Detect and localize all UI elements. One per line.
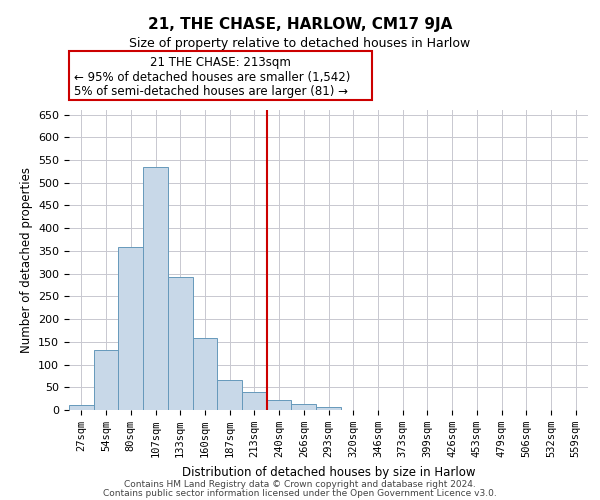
Bar [267, 400, 292, 410]
Text: Contains public sector information licensed under the Open Government Licence v3: Contains public sector information licen… [103, 489, 497, 498]
Bar [292, 404, 316, 410]
Bar [69, 406, 94, 410]
Bar [193, 338, 217, 410]
Bar [316, 408, 341, 410]
Text: 21 THE CHASE: 213sqm: 21 THE CHASE: 213sqm [150, 56, 291, 69]
Text: Contains HM Land Registry data © Crown copyright and database right 2024.: Contains HM Land Registry data © Crown c… [124, 480, 476, 489]
Bar [143, 167, 168, 410]
Y-axis label: Number of detached properties: Number of detached properties [20, 167, 32, 353]
Bar [94, 350, 118, 410]
Bar [242, 392, 267, 410]
Bar [118, 248, 143, 410]
Text: 5% of semi-detached houses are larger (81) →: 5% of semi-detached houses are larger (8… [74, 85, 348, 98]
Bar [168, 278, 193, 410]
X-axis label: Distribution of detached houses by size in Harlow: Distribution of detached houses by size … [182, 466, 475, 478]
Text: 21, THE CHASE, HARLOW, CM17 9JA: 21, THE CHASE, HARLOW, CM17 9JA [148, 18, 452, 32]
Bar [217, 380, 242, 410]
Text: ← 95% of detached houses are smaller (1,542): ← 95% of detached houses are smaller (1,… [74, 71, 350, 84]
Text: Size of property relative to detached houses in Harlow: Size of property relative to detached ho… [130, 38, 470, 51]
